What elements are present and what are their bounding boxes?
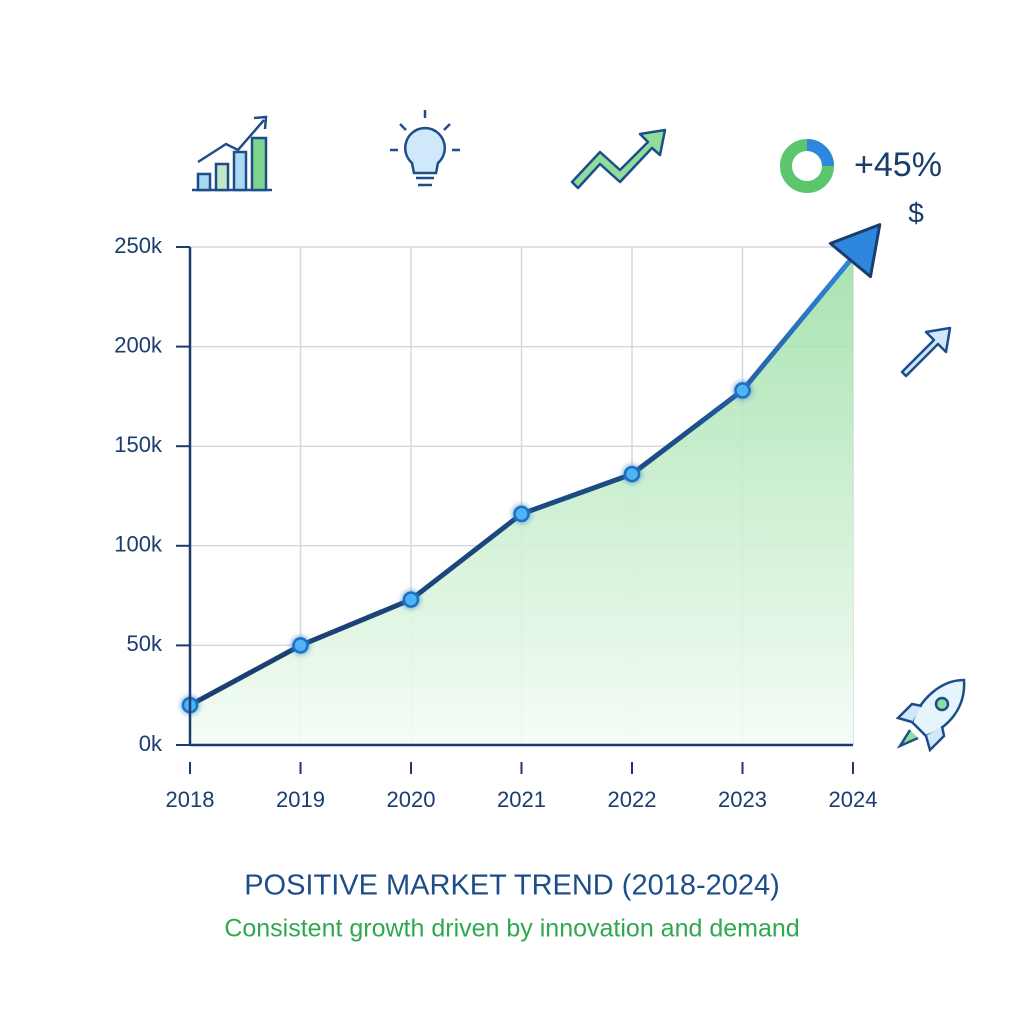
x-tick-label: 2021 xyxy=(497,787,546,812)
y-tick-label: 200k xyxy=(114,332,163,357)
chart-subtitle: Consistent growth driven by innovation a… xyxy=(224,915,799,943)
y-tick-label: 100k xyxy=(114,532,163,557)
trend-arrow-icon xyxy=(570,128,667,190)
data-point xyxy=(402,591,420,608)
x-tick-label: 2018 xyxy=(166,787,215,812)
x-tick-label: 2020 xyxy=(387,787,436,812)
y-tick-label: 0k xyxy=(139,731,163,756)
lightbulb-icon xyxy=(390,110,460,187)
bar-chart-icon xyxy=(192,115,272,192)
x-tick-label: 2023 xyxy=(718,787,767,812)
x-tick-label: 2019 xyxy=(276,787,325,812)
data-point xyxy=(734,382,751,399)
data-point xyxy=(292,637,309,654)
chart-title: POSITIVE MARKET TREND (2018-2024) xyxy=(244,870,780,902)
annotation: $ xyxy=(908,197,924,228)
arrowhead xyxy=(828,223,882,279)
data-point xyxy=(513,505,530,523)
rocket-icon xyxy=(895,678,966,753)
data-point xyxy=(623,465,641,483)
y-tick-label: 250k xyxy=(114,233,163,258)
donut-icon xyxy=(780,139,834,193)
y-tick-label: 50k xyxy=(127,631,163,656)
arrow-icon xyxy=(900,326,952,378)
x-tick-label: 2024 xyxy=(829,787,878,812)
annotation: +45% xyxy=(854,146,942,184)
x-tick-label: 2022 xyxy=(608,787,657,812)
y-tick-label: 150k xyxy=(114,432,163,457)
